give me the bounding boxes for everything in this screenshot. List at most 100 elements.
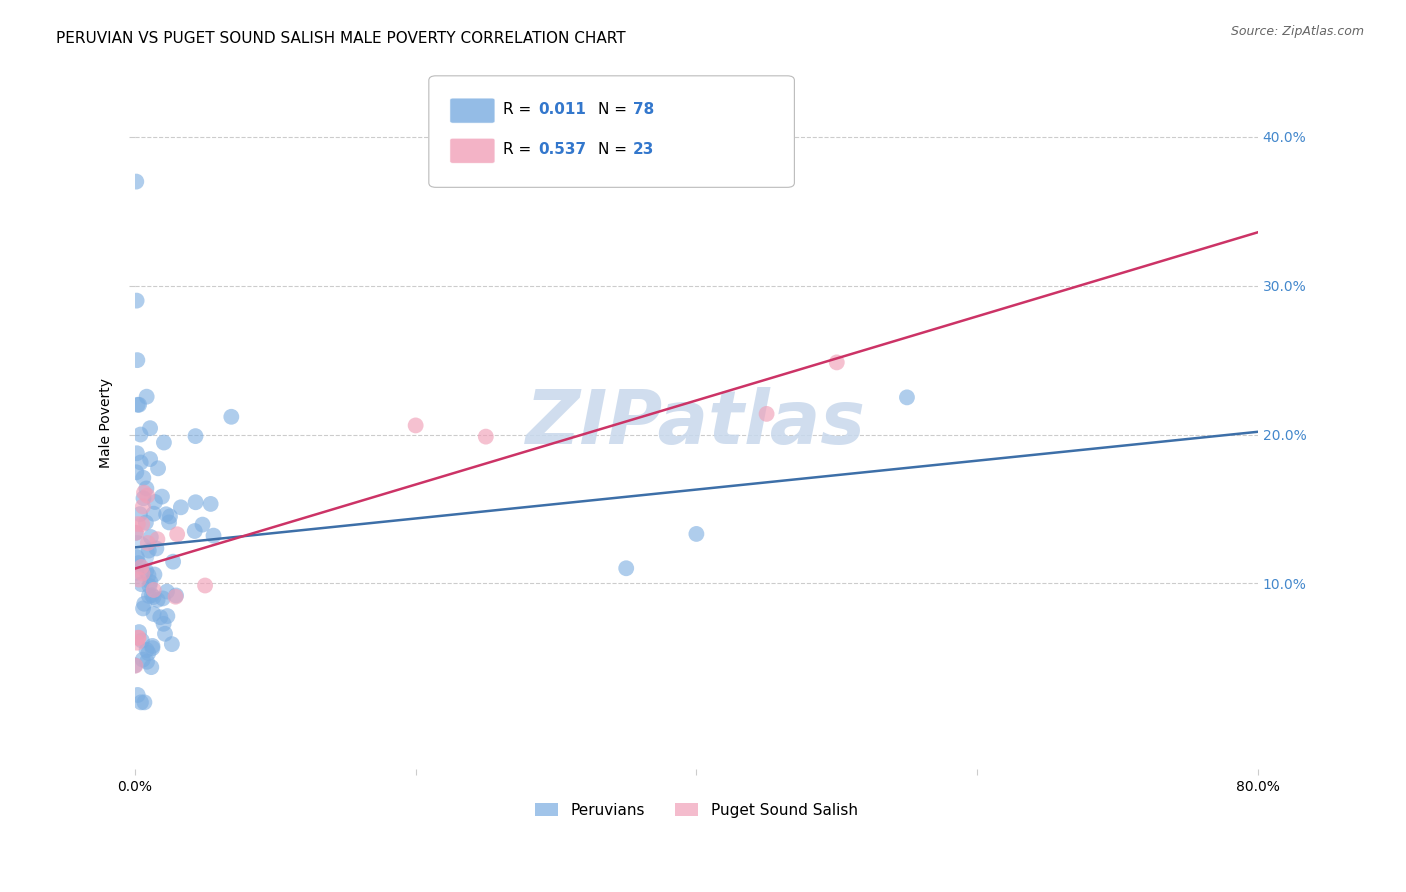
Point	[165, 589, 187, 603]
Point	[127, 516, 149, 531]
Text: 78: 78	[633, 103, 654, 117]
Point	[162, 555, 184, 569]
Point	[475, 429, 498, 443]
Point	[142, 590, 165, 604]
Point	[146, 461, 169, 475]
Point	[128, 556, 150, 570]
Point	[131, 560, 153, 574]
Point	[124, 658, 146, 673]
Point	[131, 566, 153, 581]
Point	[166, 527, 188, 541]
Point	[127, 688, 149, 702]
Point	[142, 507, 165, 521]
Point	[134, 597, 156, 611]
Point	[132, 491, 155, 506]
Point	[152, 591, 174, 606]
Text: Source: ZipAtlas.com: Source: ZipAtlas.com	[1230, 25, 1364, 38]
Point	[138, 568, 160, 582]
Point	[135, 643, 157, 657]
Point	[141, 588, 163, 602]
Text: R =: R =	[503, 103, 537, 117]
Point	[131, 517, 153, 532]
Point	[138, 579, 160, 593]
Point	[142, 582, 165, 597]
Text: 23: 23	[633, 143, 654, 157]
Point	[145, 541, 167, 556]
Point	[125, 293, 148, 308]
Point	[685, 527, 707, 541]
Point	[139, 530, 162, 544]
Point	[155, 508, 177, 522]
Point	[125, 566, 148, 580]
Point	[200, 497, 222, 511]
Text: 0.537: 0.537	[538, 143, 586, 157]
Point	[150, 490, 173, 504]
Point	[146, 532, 169, 546]
Point	[135, 390, 157, 404]
Point	[221, 409, 243, 424]
Text: 0.011: 0.011	[538, 103, 586, 117]
Point	[129, 427, 152, 442]
Point	[139, 421, 162, 435]
Point	[141, 639, 163, 653]
Point	[125, 547, 148, 561]
Text: PERUVIAN VS PUGET SOUND SALISH MALE POVERTY CORRELATION CHART: PERUVIAN VS PUGET SOUND SALISH MALE POVE…	[56, 31, 626, 46]
Point	[128, 398, 150, 412]
Point	[194, 578, 217, 592]
Point	[138, 646, 160, 660]
Text: N =: N =	[598, 143, 631, 157]
Point	[132, 500, 155, 514]
Point	[135, 516, 157, 530]
Point	[138, 589, 160, 603]
Point	[136, 655, 159, 669]
Point	[136, 536, 159, 550]
Point	[129, 695, 152, 709]
Legend: Peruvians, Puget Sound Salish: Peruvians, Puget Sound Salish	[529, 797, 863, 824]
Point	[125, 635, 148, 649]
Point	[132, 471, 155, 485]
Text: ZIPatlas: ZIPatlas	[526, 387, 866, 460]
Point	[127, 631, 149, 645]
Text: R =: R =	[503, 143, 537, 157]
Point	[139, 452, 162, 467]
Point	[191, 517, 214, 532]
Point	[141, 660, 163, 674]
Point	[184, 495, 207, 509]
Text: N =: N =	[598, 103, 631, 117]
Point	[141, 641, 163, 656]
Point	[132, 601, 155, 615]
Point	[131, 577, 153, 591]
Point	[159, 509, 181, 524]
Point	[184, 524, 207, 538]
Point	[125, 525, 148, 540]
Point	[156, 609, 179, 624]
Point	[149, 610, 172, 624]
Point	[132, 485, 155, 500]
Point	[614, 561, 637, 575]
Point	[138, 543, 160, 558]
Point	[136, 489, 159, 503]
Point	[132, 653, 155, 667]
Point	[142, 607, 165, 621]
Point	[202, 528, 225, 542]
Point	[135, 482, 157, 496]
Point	[125, 446, 148, 460]
Point	[125, 175, 148, 189]
Point	[128, 625, 150, 640]
Point	[152, 616, 174, 631]
Point	[127, 353, 149, 368]
Point	[127, 398, 149, 412]
Point	[135, 564, 157, 578]
Point	[134, 695, 156, 709]
Point	[131, 633, 153, 648]
Point	[128, 573, 150, 587]
Point	[124, 525, 146, 540]
Point	[129, 507, 152, 521]
Point	[153, 627, 176, 641]
Point	[184, 429, 207, 443]
Point	[125, 465, 148, 479]
Point	[143, 567, 166, 582]
Point	[157, 516, 180, 530]
Point	[143, 495, 166, 509]
Point	[160, 637, 183, 651]
